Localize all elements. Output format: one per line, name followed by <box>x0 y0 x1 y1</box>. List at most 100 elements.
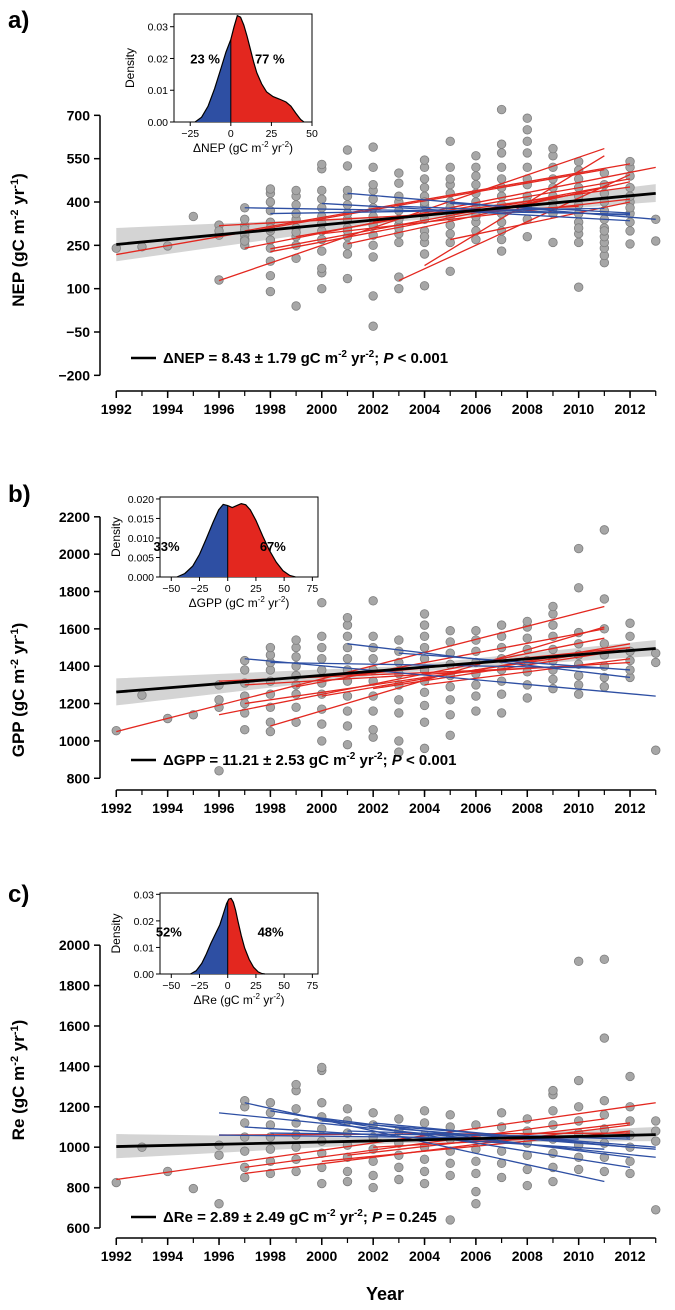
data-point <box>368 291 378 301</box>
x-tick-label: 2010 <box>563 1248 594 1264</box>
data-point <box>471 691 481 701</box>
data-point <box>496 1172 507 1183</box>
data-point <box>394 646 404 656</box>
site-trend-lines <box>116 605 656 733</box>
x-tick-label: 2010 <box>563 401 594 417</box>
inset-x-tick-label: 25 <box>266 128 278 140</box>
density-positive-area <box>230 15 304 123</box>
negative-trend-line <box>450 202 631 214</box>
data-point <box>394 283 404 294</box>
panel-c: c) 600 800 1000 1200 1400 1600 1800 2000 1992 1994… <box>8 881 661 1264</box>
data-point <box>265 642 276 653</box>
data-point <box>317 159 327 170</box>
negative-trend-line <box>244 1126 605 1150</box>
data-point <box>368 706 378 716</box>
data-point <box>522 148 532 158</box>
x-tick-label: 2000 <box>306 1248 337 1264</box>
negative-trend-line <box>244 658 656 697</box>
data-point <box>496 689 507 699</box>
data-point <box>240 1132 250 1142</box>
y-tick-label: 1600 <box>59 1018 90 1034</box>
positive-trend-line <box>244 163 631 232</box>
data-point <box>445 1110 455 1120</box>
inset-x-tick-label: 25 <box>250 980 262 992</box>
data-point <box>368 1182 378 1193</box>
overall-trend-line <box>116 1133 656 1148</box>
data-point <box>599 1033 610 1043</box>
data-point <box>265 726 276 737</box>
x-tick-label: 2006 <box>460 800 491 816</box>
data-point <box>291 635 301 645</box>
data-point <box>419 1154 430 1165</box>
data-point <box>471 1156 481 1167</box>
data-point <box>419 1178 430 1189</box>
x-tick-label: 2004 <box>409 800 440 816</box>
data-point <box>651 1205 661 1215</box>
y-tick-label: 250 <box>67 237 91 253</box>
data-point <box>265 1120 276 1130</box>
negative-trend-line <box>398 652 631 671</box>
inset-x-tick-label: 0 <box>225 980 231 992</box>
data-point <box>317 185 327 196</box>
data-point <box>368 654 378 664</box>
density-curve <box>190 897 266 975</box>
data-point <box>394 178 404 188</box>
data-point <box>522 113 532 123</box>
data-point <box>342 185 353 196</box>
data-point <box>471 151 481 161</box>
data-point <box>599 594 610 604</box>
inset-y-tick-label: 0.03 <box>148 22 169 34</box>
positive-trend-line <box>244 1118 605 1169</box>
data-point <box>496 191 507 201</box>
data-point <box>445 1158 455 1169</box>
data-point <box>548 237 558 248</box>
data-point <box>419 620 430 630</box>
data-point <box>445 136 455 147</box>
data-point <box>317 665 327 675</box>
data-point <box>419 182 430 193</box>
x-tick-label: 1992 <box>101 401 132 417</box>
data-point <box>625 1156 635 1167</box>
data-point <box>394 747 404 757</box>
data-point <box>573 1164 584 1175</box>
inset-x-label: ΔGPP (gC m-2 yr-2) <box>189 595 290 610</box>
data-point <box>368 725 378 735</box>
density-negative-area <box>190 901 228 974</box>
data-points <box>111 525 661 776</box>
y-tick-label: 800 <box>67 1180 91 1196</box>
data-point <box>548 1176 558 1187</box>
y-tick-label: 2000 <box>59 546 90 562</box>
data-point <box>599 1096 610 1106</box>
data-point <box>573 223 584 233</box>
data-point <box>419 609 430 619</box>
data-point <box>573 680 584 690</box>
data-point <box>419 155 430 165</box>
data-point <box>471 179 481 190</box>
data-point <box>317 736 327 746</box>
data-point <box>317 194 327 204</box>
data-point <box>471 706 481 716</box>
data-point <box>419 1166 430 1177</box>
x-tick-label: 2008 <box>512 800 543 816</box>
data-point <box>625 203 635 213</box>
y-tick-label: 1200 <box>59 1099 90 1115</box>
data-point <box>625 618 635 628</box>
negative-percent: 52% <box>156 925 182 940</box>
data-point <box>342 161 353 171</box>
data-point <box>471 1168 481 1179</box>
inset-x-label: ΔNEP (gC m-2 yr-2) <box>193 140 293 155</box>
confidence-band <box>116 184 656 262</box>
inset-y-tick-label: 0.02 <box>148 53 169 65</box>
data-point <box>317 1178 327 1189</box>
data-point <box>368 596 378 606</box>
data-point <box>342 1104 353 1114</box>
data-point <box>625 226 635 236</box>
data-point <box>496 246 507 256</box>
data-point <box>522 162 532 173</box>
data-point <box>291 185 301 196</box>
density-inset: −50 −25 0 25 50 75 0.000 0.005 0.010 0.015 0.020 De… <box>109 494 319 610</box>
data-point <box>342 145 353 155</box>
data-point <box>471 162 481 173</box>
inset-x-tick-label: −25 <box>181 128 199 140</box>
data-point <box>214 766 224 776</box>
